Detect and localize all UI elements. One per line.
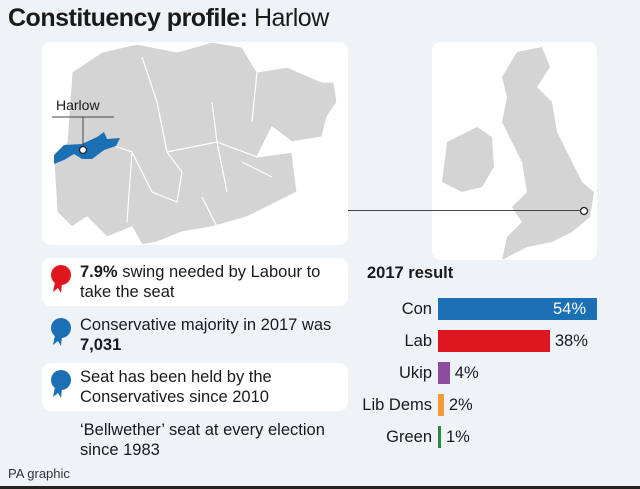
map-label-harlow: Harlow bbox=[56, 97, 100, 113]
bar-value: 54% bbox=[553, 300, 587, 318]
bar-value: 4% bbox=[454, 364, 479, 382]
essex-map-card: Harlow bbox=[42, 41, 348, 246]
harlow-constituency bbox=[54, 132, 120, 164]
chart-title: 2017 result bbox=[367, 264, 454, 282]
uk-map-card bbox=[432, 42, 597, 260]
bar-ukip bbox=[438, 362, 450, 384]
fact-majority: Conservative majority in 2017 was 7,031 bbox=[42, 311, 348, 359]
bar-value: 1% bbox=[446, 428, 470, 446]
rosette-icon bbox=[51, 318, 71, 346]
fact-swing: 7.9% swing needed by Labour to take the … bbox=[42, 258, 348, 306]
uk-map bbox=[442, 47, 594, 260]
bar-value: 38% bbox=[554, 332, 588, 350]
essex-map bbox=[52, 41, 338, 246]
bar-con bbox=[438, 298, 597, 320]
bar-label: Lib Dems bbox=[362, 396, 432, 414]
bottom-rule bbox=[0, 486, 640, 489]
bar-label: Lab bbox=[404, 332, 432, 350]
location-marker-icon bbox=[78, 145, 88, 155]
page-title: Constituency profile: Harlow bbox=[8, 4, 329, 32]
bar-label: Ukip bbox=[398, 364, 432, 382]
fact-bellwether: ‘Bellwether’ seat at every election sinc… bbox=[80, 421, 325, 459]
rosette-icon bbox=[51, 265, 71, 293]
footer-credit: PA graphic bbox=[8, 466, 70, 481]
connector-line bbox=[348, 210, 581, 211]
bar-value: 2% bbox=[448, 396, 473, 414]
location-marker-icon bbox=[579, 206, 589, 216]
fact-held-since: Seat has been held by the Conservatives … bbox=[42, 363, 348, 411]
bar-label: Con bbox=[401, 300, 432, 318]
bar-lab bbox=[438, 330, 550, 352]
bar-label: Green bbox=[386, 428, 432, 446]
bar-green bbox=[438, 426, 441, 448]
rosette-icon bbox=[51, 370, 71, 398]
bar-lib-dems bbox=[438, 394, 444, 416]
